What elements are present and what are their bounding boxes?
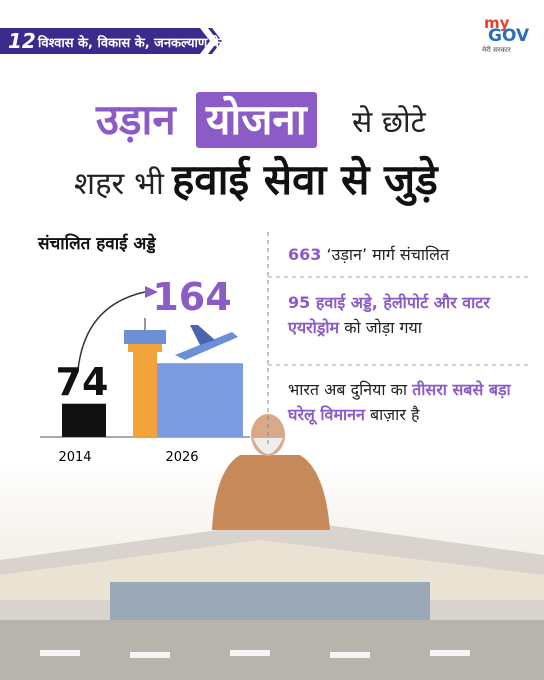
value-label: 164 (152, 275, 231, 319)
fact-text: भारत अब दुनिया का (288, 380, 408, 399)
title-word: से छोटे (352, 105, 426, 140)
fact-text: ‘उड़ान’ मार्ग संचालित (326, 245, 450, 264)
logo-main: GOV (488, 26, 530, 46)
title-highlight: योजना (196, 92, 317, 148)
value-label: 74 (56, 360, 109, 404)
badge-bg (0, 28, 222, 54)
bar (62, 403, 106, 437)
fact-text: को जोड़ा गया (344, 318, 422, 337)
fact-text: बाज़ार है (370, 405, 420, 424)
fact: भारत अब दुनिया का तीसरा सबसे बड़ा घरेलू … (288, 377, 533, 427)
year-label: 2014 (58, 450, 91, 465)
fact: 95 हवाई अड्डे, हेलीपोर्ट और वाटर एयरोड्र… (288, 290, 533, 340)
tower-illustration (124, 318, 166, 437)
arrow-head (145, 286, 158, 298)
growth-arrow (77, 291, 146, 371)
building-bar (155, 363, 243, 437)
logo-sub: मेरी सरकार (482, 46, 511, 54)
badge-chevron (200, 28, 218, 54)
badge-number: 12 (8, 29, 36, 53)
title-word: उड़ान (96, 95, 176, 144)
fact-highlight: तीसरा सबसे बड़ा घरेलू विमानन (288, 380, 511, 424)
model-planes (40, 650, 470, 658)
fact: 663 ‘उड़ान’ मार्ग संचालित (288, 242, 533, 267)
title-emphasis: हवाई सेवा से जुड़े (172, 155, 438, 204)
fact-highlight: 663 (288, 245, 322, 264)
fact-highlight: 95 हवाई अड्डे, हेलीपोर्ट और वाटर एयरोड्र… (288, 293, 490, 337)
person-vest (212, 455, 330, 530)
logo-top: my (484, 14, 510, 32)
title-word: शहर भी (74, 166, 164, 202)
terminal (110, 582, 430, 622)
plane-icon (175, 325, 238, 360)
chart-title: संचालित हवाई अड्डे (38, 234, 156, 254)
year-label: 2026 (165, 450, 198, 465)
badge-text: विश्वास के, विकास के, जनकल्याण के (38, 36, 222, 51)
person-beard (253, 438, 283, 454)
